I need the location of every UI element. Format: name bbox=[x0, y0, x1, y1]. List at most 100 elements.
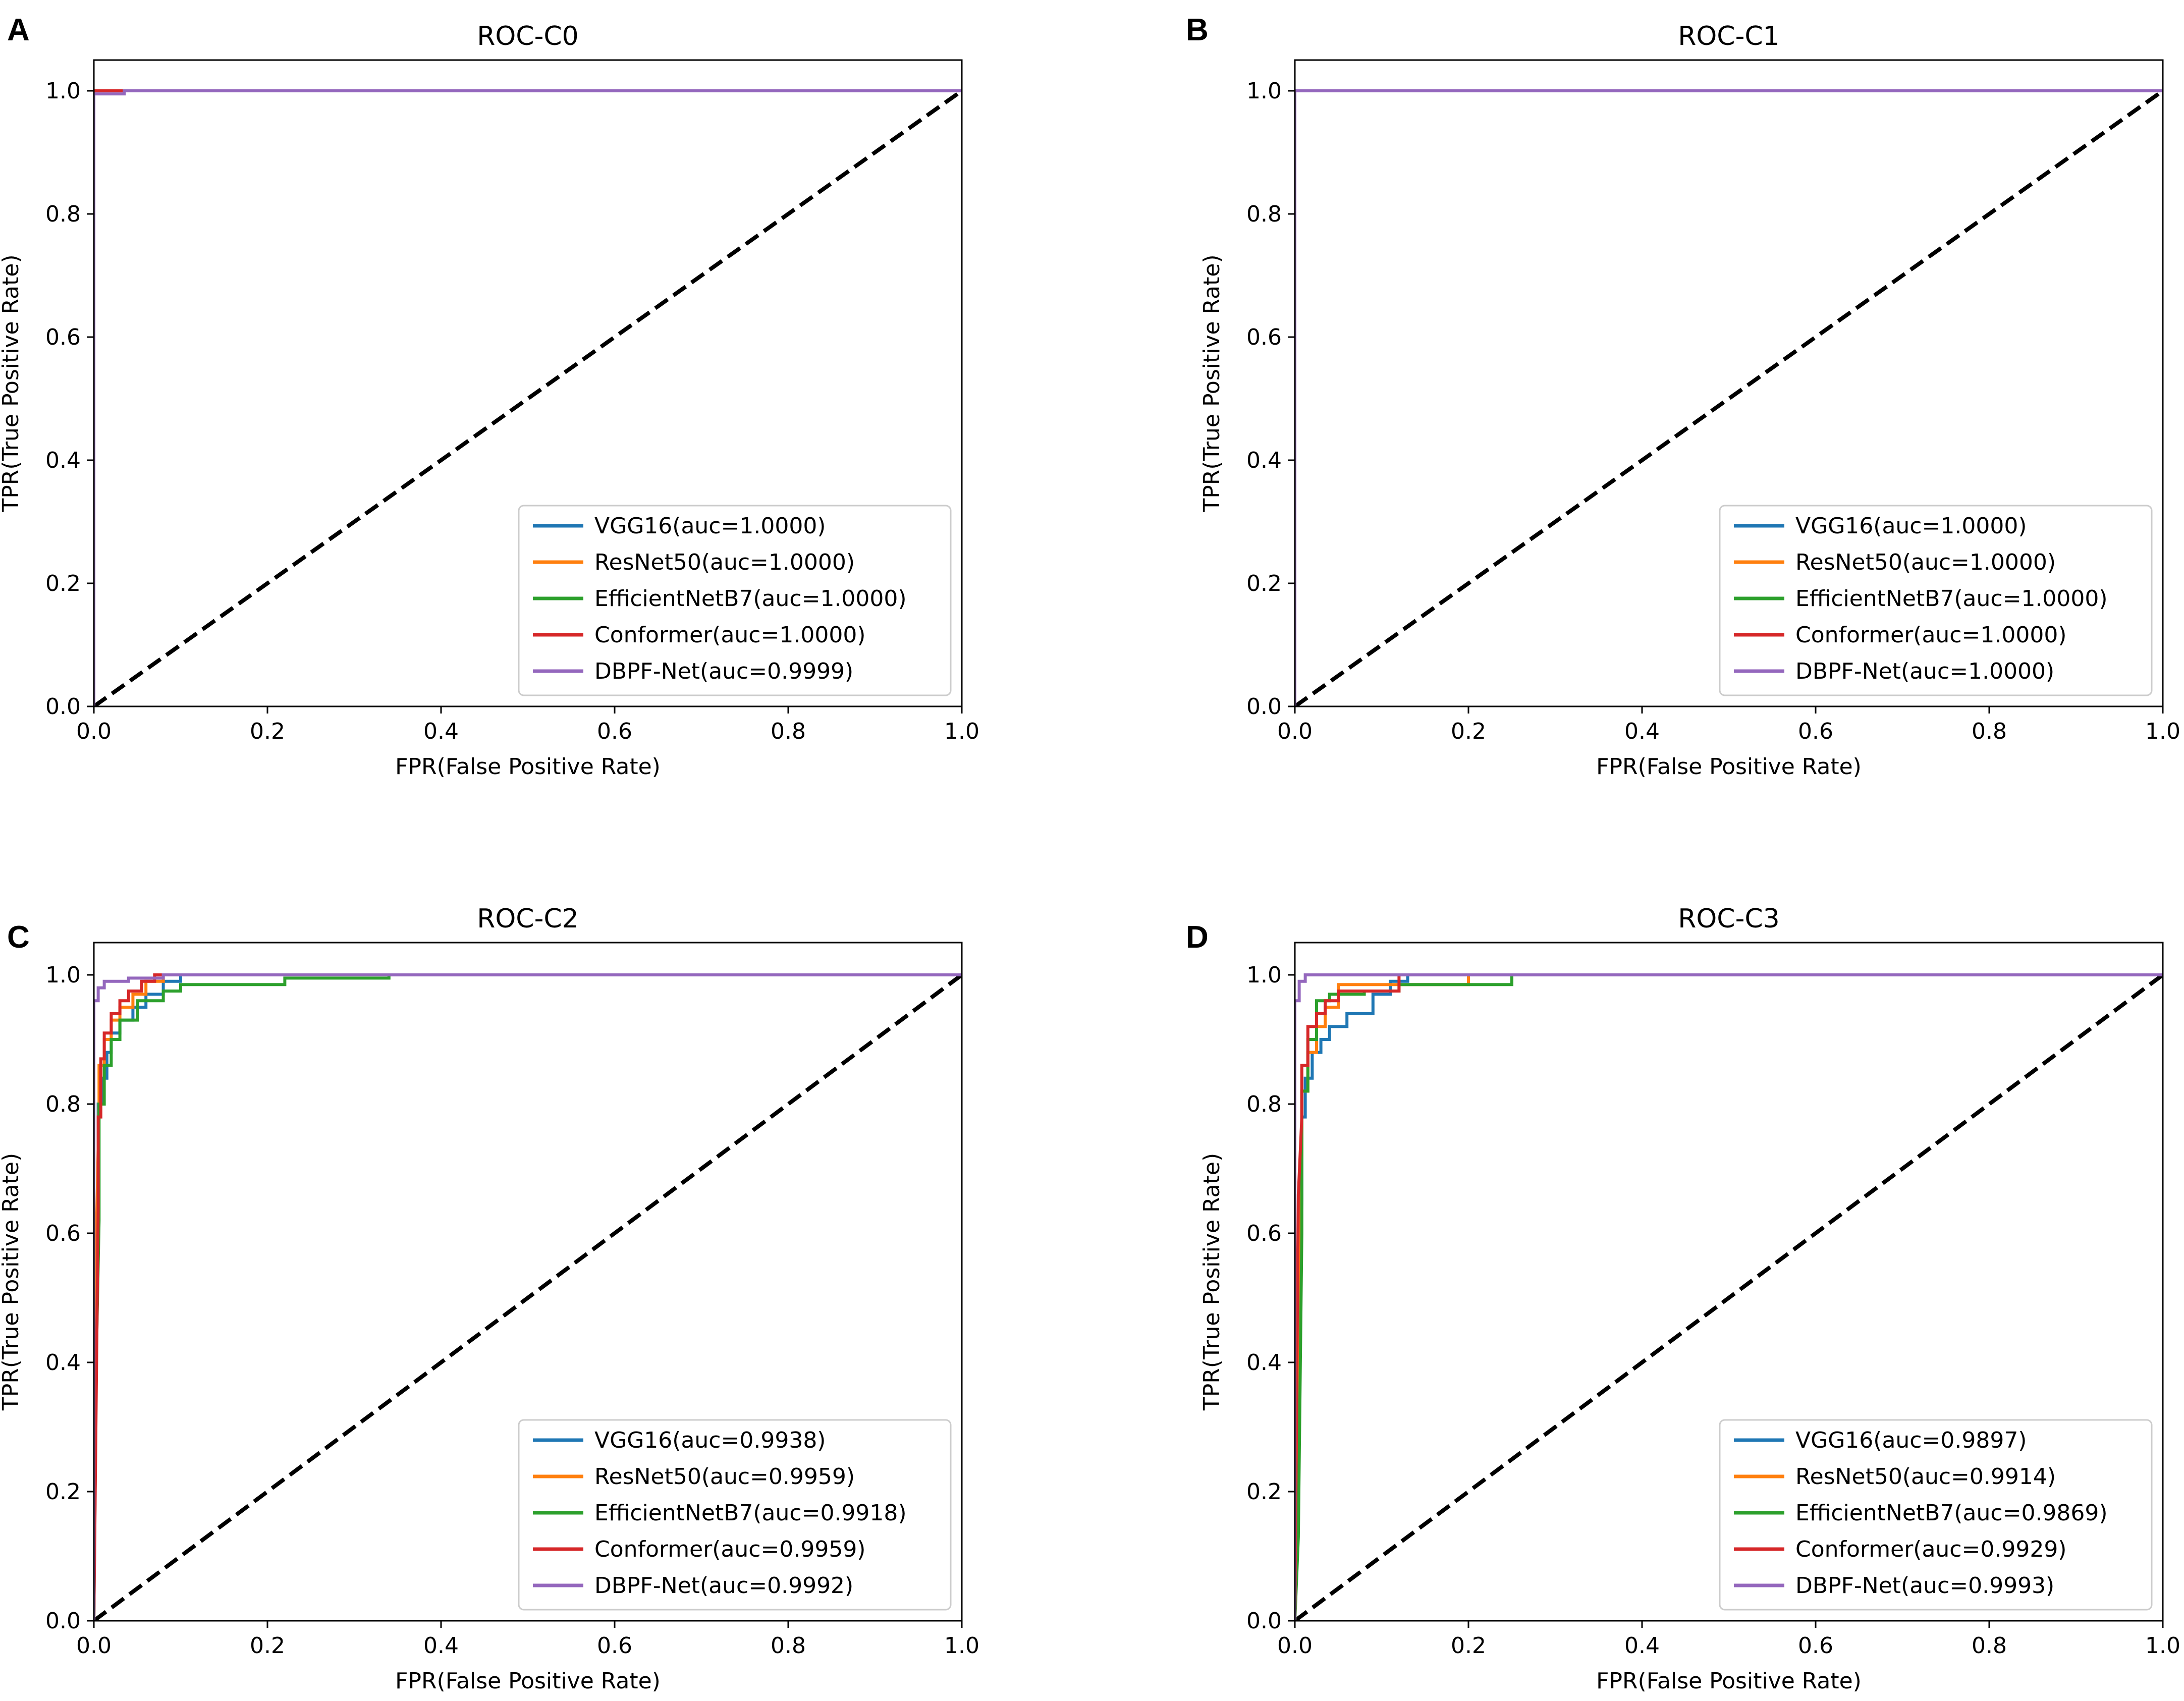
roc-panel-3: D ROC-C3 0.0 0.2 0.4 0.6 0.8 1.0 0.0 0.2 0.4 0.6 0.8… bbox=[1186, 904, 2180, 1694]
legend-label: VGG16(auc=1.0000) bbox=[594, 513, 826, 539]
y-tick-label: 0.4 bbox=[45, 448, 81, 473]
axes-frame bbox=[1294, 59, 2164, 707]
y-tick-label: 1.0 bbox=[45, 78, 81, 104]
series-line-3 bbox=[1295, 973, 2163, 1621]
y-tick-label: 0.6 bbox=[1246, 324, 1282, 350]
y-tick-label: 1.0 bbox=[1246, 78, 1282, 104]
x-tick-label: 0.8 bbox=[771, 1633, 806, 1659]
series-line-4 bbox=[94, 89, 962, 706]
panel-letter: B bbox=[1186, 13, 1209, 47]
x-axis-label: FPR(False Positive Rate) bbox=[1596, 1668, 1862, 1694]
y-tick-label: 0.8 bbox=[45, 201, 81, 227]
x-tick-label: 0.4 bbox=[423, 719, 459, 744]
legend-label: VGG16(auc=0.9938) bbox=[594, 1428, 826, 1453]
chart-title: ROC-C1 bbox=[1678, 21, 1780, 51]
x-tick-label: 0.2 bbox=[250, 1633, 285, 1659]
x-tick-label: 0.6 bbox=[1798, 719, 1833, 744]
y-tick-label: 0.2 bbox=[1246, 571, 1282, 596]
legend-label: Conformer(auc=0.9929) bbox=[1795, 1537, 2066, 1562]
legend-label: DBPF-Net(auc=0.9993) bbox=[1795, 1573, 2054, 1599]
y-tick-label: 0.0 bbox=[45, 1608, 81, 1634]
x-tick-label: 0.4 bbox=[1624, 1633, 1660, 1659]
panel-letter: D bbox=[1186, 920, 1209, 955]
legend-label: DBPF-Net(auc=0.9999) bbox=[594, 659, 853, 684]
x-tick-label: 0.2 bbox=[1451, 719, 1486, 744]
legend-label: Conformer(auc=1.0000) bbox=[1795, 622, 2066, 648]
y-axis-label: TPR(True Positive Rate) bbox=[0, 1153, 24, 1411]
legend-box bbox=[1719, 505, 2153, 696]
x-tick-label: 1.0 bbox=[944, 1633, 979, 1659]
y-tick-label: 0.6 bbox=[1246, 1221, 1282, 1246]
x-tick-label: 0.0 bbox=[76, 1633, 112, 1659]
legend-label: Conformer(auc=1.0000) bbox=[594, 622, 865, 648]
reference-diagonal-line bbox=[94, 973, 962, 1621]
legend-label: EfficientNetB7(auc=1.0000) bbox=[1795, 586, 2108, 612]
y-tick-label: 0.6 bbox=[45, 324, 81, 350]
x-tick-label: 0.0 bbox=[1277, 1633, 1313, 1659]
chart-title: ROC-C2 bbox=[477, 904, 579, 934]
panel-letter: A bbox=[7, 13, 30, 47]
legend-label: ResNet50(auc=1.0000) bbox=[1795, 550, 2056, 575]
x-tick-label: 1.0 bbox=[944, 719, 979, 744]
panel-letter: C bbox=[7, 920, 30, 955]
legend-box bbox=[518, 1419, 952, 1611]
legend-box bbox=[1719, 1419, 2153, 1611]
legend-label: EfficientNetB7(auc=0.9869) bbox=[1795, 1500, 2108, 1526]
axes-frame bbox=[93, 59, 963, 707]
legend-label: VGG16(auc=0.9897) bbox=[1795, 1428, 2027, 1453]
legend-label: DBPF-Net(auc=1.0000) bbox=[1795, 659, 2054, 684]
y-tick-label: 0.0 bbox=[1246, 1608, 1282, 1634]
x-tick-label: 0.8 bbox=[1972, 1633, 2007, 1659]
y-tick-label: 0.4 bbox=[45, 1350, 81, 1376]
legend-label: EfficientNetB7(auc=1.0000) bbox=[594, 586, 907, 612]
legend-label: DBPF-Net(auc=0.9992) bbox=[594, 1573, 853, 1599]
x-tick-label: 0.2 bbox=[1451, 1633, 1486, 1659]
y-tick-label: 0.0 bbox=[45, 694, 81, 720]
y-tick-label: 0.8 bbox=[1246, 1091, 1282, 1117]
x-tick-label: 1.0 bbox=[2145, 719, 2180, 744]
x-tick-label: 0.6 bbox=[597, 1633, 632, 1659]
y-tick-label: 0.2 bbox=[1246, 1479, 1282, 1505]
legend-label: ResNet50(auc=1.0000) bbox=[594, 550, 855, 575]
y-tick-label: 0.2 bbox=[45, 1479, 81, 1505]
x-tick-label: 0.6 bbox=[1798, 1633, 1833, 1659]
y-tick-label: 0.4 bbox=[1246, 1350, 1282, 1376]
series-line-4 bbox=[94, 973, 962, 1621]
x-tick-label: 0.0 bbox=[1277, 719, 1313, 744]
x-axis-label: FPR(False Positive Rate) bbox=[395, 1668, 661, 1694]
roc-panel-2: C ROC-C2 0.0 0.2 0.4 0.6 0.8 1.0 0.0 0.2 0.4 0.6 0.8… bbox=[0, 904, 979, 1694]
axes-frame bbox=[93, 942, 963, 1622]
legend-label: EfficientNetB7(auc=0.9918) bbox=[594, 1500, 907, 1526]
y-axis-label: TPR(True Positive Rate) bbox=[1199, 1153, 1225, 1411]
y-tick-label: 0.8 bbox=[45, 1091, 81, 1117]
legend-label: ResNet50(auc=0.9914) bbox=[1795, 1464, 2056, 1490]
y-tick-label: 1.0 bbox=[45, 962, 81, 988]
y-tick-label: 0.0 bbox=[1246, 694, 1282, 720]
series-line-4 bbox=[1295, 973, 2163, 1621]
axes-frame bbox=[1294, 942, 2164, 1622]
x-tick-label: 0.6 bbox=[597, 719, 632, 744]
roc-panel-1: B ROC-C1 0.0 0.2 0.4 0.6 0.8 1.0 0.0 0.2 0.4 0.6 0.8… bbox=[1186, 13, 2180, 780]
legend-label: VGG16(auc=1.0000) bbox=[1795, 513, 2027, 539]
x-tick-label: 0.2 bbox=[250, 719, 285, 744]
x-tick-label: 1.0 bbox=[2145, 1633, 2180, 1659]
x-tick-label: 0.8 bbox=[1972, 719, 2007, 744]
y-axis-label: TPR(True Positive Rate) bbox=[0, 254, 24, 512]
y-tick-label: 0.8 bbox=[1246, 201, 1282, 227]
legend-label: Conformer(auc=0.9959) bbox=[594, 1537, 865, 1562]
y-tick-label: 0.2 bbox=[45, 571, 81, 596]
x-tick-label: 0.8 bbox=[771, 719, 806, 744]
y-axis-label: TPR(True Positive Rate) bbox=[1199, 254, 1225, 512]
y-tick-label: 0.4 bbox=[1246, 448, 1282, 473]
chart-title: ROC-C3 bbox=[1678, 904, 1780, 934]
y-tick-label: 1.0 bbox=[1246, 962, 1282, 988]
x-axis-label: FPR(False Positive Rate) bbox=[1596, 754, 1862, 780]
legend-label: ResNet50(auc=0.9959) bbox=[594, 1464, 855, 1490]
legend-box bbox=[518, 505, 952, 696]
y-tick-label: 0.6 bbox=[45, 1221, 81, 1246]
x-axis-label: FPR(False Positive Rate) bbox=[395, 754, 661, 780]
x-tick-label: 0.0 bbox=[76, 719, 112, 744]
reference-diagonal-line bbox=[1295, 973, 2163, 1621]
x-tick-label: 0.4 bbox=[1624, 719, 1660, 744]
